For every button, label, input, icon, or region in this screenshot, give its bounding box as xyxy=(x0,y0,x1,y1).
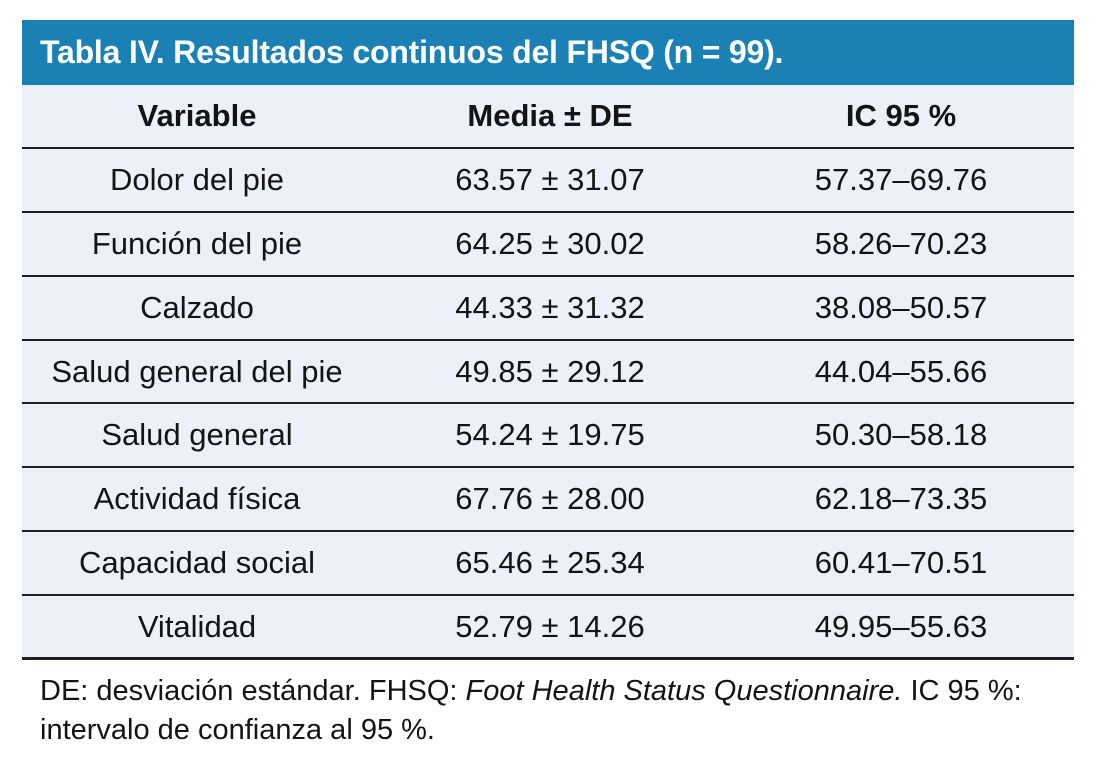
table-title-bar: Tabla IV. Resultados continuos del FHSQ … xyxy=(22,20,1074,85)
table-row: Calzado 44.33 ± 31.32 38.08–50.57 xyxy=(22,277,1074,341)
table-title: Tabla IV. Resultados continuos del FHSQ … xyxy=(40,34,784,70)
table-row: Capacidad social 65.46 ± 25.34 60.41–70.… xyxy=(22,532,1074,597)
column-header-media-de: Media ± DE xyxy=(467,97,633,133)
cell-ic95: 49.95–55.63 xyxy=(814,608,988,644)
cell-ic95: 62.18–73.35 xyxy=(814,481,988,517)
cell-variable: Calzado xyxy=(140,289,254,325)
cell-variable: Dolor del pie xyxy=(109,161,285,197)
table-row: Vitalidad 52.79 ± 14.26 49.95–55.63 xyxy=(22,596,1074,661)
cell-media-de: 54.24 ± 19.75 xyxy=(455,417,645,453)
cell-ic95: 44.04–55.66 xyxy=(814,353,988,389)
table-row: Salud general del pie 49.85 ± 29.12 44.0… xyxy=(22,341,1074,405)
cell-media-de: 64.25 ± 30.02 xyxy=(455,225,645,261)
cell-ic95: 60.41–70.51 xyxy=(814,545,988,581)
cell-variable: Capacidad social xyxy=(78,545,316,581)
footnote-italic-text: Foot Health Status Questionnaire. xyxy=(465,675,903,708)
table-row: Actividad física 67.76 ± 28.00 62.18–73.… xyxy=(22,468,1074,533)
cell-variable: Salud general xyxy=(101,417,293,453)
cell-media-de: 44.33 ± 31.32 xyxy=(455,289,645,325)
table-row: Función del pie 64.25 ± 30.02 58.26–70.2… xyxy=(22,213,1074,277)
cell-ic95: 38.08–50.57 xyxy=(814,289,988,325)
table-row: Salud general 54.24 ± 19.75 50.30–58.18 xyxy=(22,404,1074,469)
cell-media-de: 65.46 ± 25.34 xyxy=(455,545,645,581)
footnote-text-2: IC 95 %: intervalo de confianza al 95 %. xyxy=(40,675,1022,747)
cell-variable: Vitalidad xyxy=(137,608,257,644)
cell-ic95: 58.26–70.23 xyxy=(814,225,988,261)
cell-media-de: 67.76 ± 28.00 xyxy=(455,481,645,517)
cell-variable: Función del pie xyxy=(91,225,303,261)
table-footnote: DE: desviación estándar. FHSQ: Foot Heal… xyxy=(22,672,1074,750)
cell-variable: Salud general del pie xyxy=(51,353,343,389)
cell-media-de: 63.57 ± 31.07 xyxy=(455,161,645,197)
table-header-row: Variable Media ± DE IC 95 % xyxy=(22,85,1074,149)
column-header-variable: Variable xyxy=(137,97,257,133)
table-body: Variable Media ± DE IC 95 % Dolor del pi… xyxy=(22,85,1074,661)
column-header-ic95: IC 95 % xyxy=(845,97,957,133)
cell-ic95: 50.30–58.18 xyxy=(814,417,988,453)
table-row: Dolor del pie 63.57 ± 31.07 57.37–69.76 xyxy=(22,149,1074,213)
cell-variable: Actividad física xyxy=(93,481,301,517)
cell-ic95: 57.37–69.76 xyxy=(814,161,988,197)
footnote-text-1: DE: desviación estándar. FHSQ: xyxy=(40,675,466,708)
cell-media-de: 49.85 ± 29.12 xyxy=(455,353,645,389)
results-table: Tabla IV. Resultados continuos del FHSQ … xyxy=(22,20,1074,750)
cell-media-de: 52.79 ± 14.26 xyxy=(455,608,645,644)
